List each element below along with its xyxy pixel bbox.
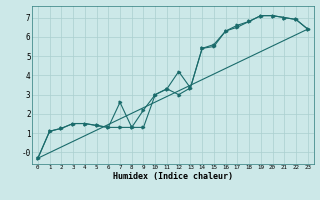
X-axis label: Humidex (Indice chaleur): Humidex (Indice chaleur): [113, 172, 233, 181]
